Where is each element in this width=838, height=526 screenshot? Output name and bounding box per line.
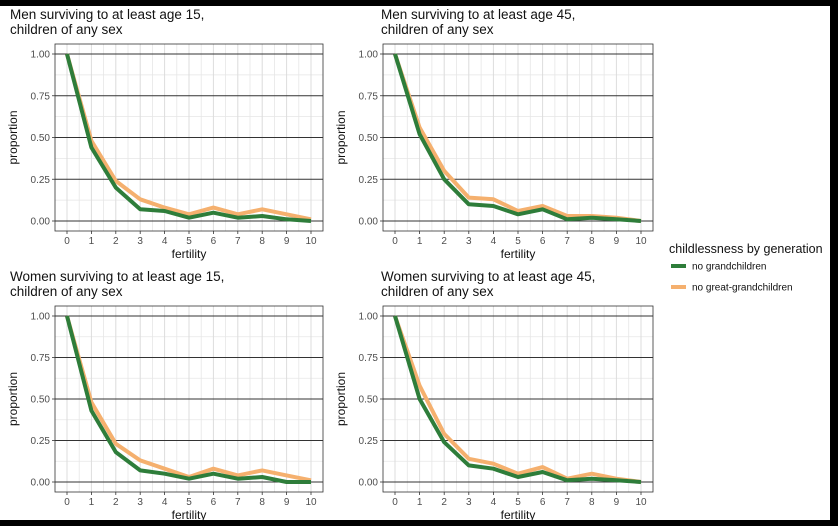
- x-tick-label: 2: [113, 236, 119, 247]
- y-tick-label: 0.00: [31, 478, 51, 489]
- series-line-no-grandchildren: [393, 53, 642, 223]
- panel-4: Women surviving to at least age 45, chil…: [334, 269, 654, 520]
- x-tick-label: 6: [211, 236, 217, 247]
- x-tick-label: 8: [259, 497, 265, 508]
- panel-title: children of any sex: [10, 284, 123, 299]
- y-axis-title: proportion: [334, 372, 348, 426]
- y-tick-label: 1.00: [359, 312, 379, 323]
- x-axis-title: fertility: [501, 247, 536, 261]
- y-tick-label: 0.25: [31, 175, 51, 186]
- chart-figure: Men surviving to at least age 15, childr…: [6, 7, 823, 520]
- y-tick-label: 0.75: [359, 353, 379, 364]
- panel-1: Men surviving to at least age 15, childr…: [6, 7, 324, 261]
- x-tick-label: 9: [614, 236, 620, 247]
- panel-title: children of any sex: [381, 22, 494, 37]
- x-tick-label: 1: [89, 236, 95, 247]
- y-axis-title: proportion: [6, 110, 20, 164]
- x-tick-label: 6: [211, 497, 217, 508]
- x-axis-title: fertility: [172, 508, 207, 520]
- x-tick-label: 3: [137, 497, 143, 508]
- y-tick-label: 1.00: [31, 312, 51, 323]
- x-tick-label: 1: [417, 236, 423, 247]
- x-tick-label: 8: [589, 497, 595, 508]
- figure-frame: Men surviving to at least age 15, childr…: [0, 6, 830, 520]
- legend-title: childlessness by generation: [669, 242, 823, 256]
- x-tick-label: 7: [564, 236, 570, 247]
- x-tick-label: 10: [635, 236, 647, 247]
- y-tick-label: 0.75: [31, 353, 51, 364]
- x-tick-label: 1: [89, 497, 95, 508]
- x-tick-label: 0: [392, 497, 398, 508]
- panel-title: Women surviving to at least age 45,: [381, 269, 595, 284]
- x-tick-label: 3: [137, 236, 143, 247]
- x-tick-label: 4: [162, 497, 168, 508]
- y-axis-title: proportion: [334, 110, 348, 164]
- series-line-no-great-grandchildren: [65, 53, 312, 222]
- x-tick-label: 2: [441, 236, 447, 247]
- legend: childlessness by generation no grandchild…: [669, 242, 823, 294]
- x-tick-label: 5: [515, 236, 521, 247]
- y-tick-label: 0.50: [359, 133, 379, 144]
- panel-title: Men surviving to at least age 45,: [381, 7, 575, 22]
- y-tick-label: 0.75: [359, 91, 379, 102]
- panel-title: children of any sex: [10, 22, 123, 37]
- x-tick-label: 8: [259, 236, 265, 247]
- panel-title: Women surviving to at least age 15,: [10, 269, 224, 284]
- x-tick-label: 10: [635, 497, 647, 508]
- y-tick-label: 0.25: [31, 436, 51, 447]
- x-tick-label: 5: [186, 497, 192, 508]
- x-tick-label: 7: [564, 497, 570, 508]
- x-tick-label: 2: [441, 497, 447, 508]
- x-tick-label: 10: [305, 236, 317, 247]
- x-tick-label: 4: [162, 236, 168, 247]
- x-tick-label: 3: [466, 236, 472, 247]
- x-tick-label: 8: [589, 236, 595, 247]
- series-line-no-grandchildren: [65, 53, 312, 223]
- series-line-no-great-grandchildren: [393, 315, 642, 484]
- y-tick-label: 1.00: [31, 50, 51, 61]
- y-tick-label: 0.50: [359, 395, 379, 406]
- x-tick-label: 1: [417, 497, 423, 508]
- x-tick-label: 4: [491, 497, 497, 508]
- series-line-no-grandchildren: [393, 315, 642, 484]
- series-line-no-grandchildren: [65, 315, 311, 484]
- x-tick-label: 0: [64, 236, 70, 247]
- panel-title: Men surviving to at least age 15,: [10, 7, 204, 22]
- y-tick-label: 0.50: [31, 395, 51, 406]
- x-tick-label: 0: [392, 236, 398, 247]
- x-tick-label: 0: [64, 497, 70, 508]
- x-tick-label: 9: [614, 497, 620, 508]
- x-tick-label: 7: [235, 497, 241, 508]
- x-tick-label: 4: [491, 236, 497, 247]
- x-tick-label: 6: [540, 497, 546, 508]
- y-tick-label: 0.25: [359, 436, 379, 447]
- y-axis-title: proportion: [6, 372, 20, 426]
- y-tick-label: 0.75: [31, 91, 51, 102]
- x-tick-label: 5: [186, 236, 192, 247]
- panel-title: children of any sex: [381, 284, 494, 299]
- x-tick-label: 7: [235, 236, 241, 247]
- y-tick-label: 1.00: [359, 50, 379, 61]
- x-tick-label: 5: [515, 497, 521, 508]
- x-tick-label: 3: [466, 497, 472, 508]
- panel-2: Men surviving to at least age 45, childr…: [334, 7, 654, 261]
- x-tick-label: 2: [113, 497, 119, 508]
- x-tick-label: 10: [305, 497, 317, 508]
- x-tick-label: 9: [284, 236, 290, 247]
- x-axis-title: fertility: [501, 508, 536, 520]
- y-tick-label: 0.25: [359, 175, 379, 186]
- x-tick-label: 9: [284, 497, 290, 508]
- legend-label: no great-grandchildren: [692, 283, 793, 294]
- x-axis-title: fertility: [172, 247, 207, 261]
- y-tick-label: 0.00: [359, 217, 379, 228]
- panel-3: Women surviving to at least age 15, chil…: [6, 269, 324, 520]
- legend-label: no grandchildren: [692, 262, 767, 273]
- x-tick-label: 6: [540, 236, 546, 247]
- y-tick-label: 0.00: [359, 478, 379, 489]
- y-tick-label: 0.00: [31, 217, 51, 228]
- y-tick-label: 0.50: [31, 133, 51, 144]
